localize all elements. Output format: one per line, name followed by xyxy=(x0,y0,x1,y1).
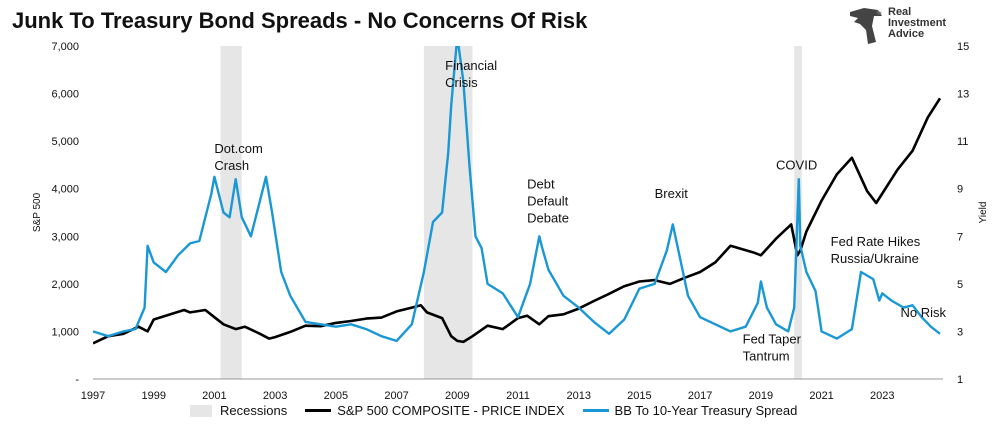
x-tick-label: 2023 xyxy=(870,390,894,402)
annotation-6: Fed Taper Tantrum xyxy=(743,331,802,363)
x-tick-label: 2001 xyxy=(202,390,226,402)
x-tick-label: 2017 xyxy=(688,390,712,402)
y-left-tick-label: 3,000 xyxy=(51,231,79,243)
eagle-icon xyxy=(850,8,882,44)
annotation-3: Brexit xyxy=(655,186,689,201)
y-right-tick-label: 1 xyxy=(957,374,963,386)
y-right-tick-label: 13 xyxy=(957,89,969,101)
annotation-5: Fed Rate Hikes Russia/Ukraine xyxy=(831,234,921,266)
axes: -1,0002,0003,0004,0005,0006,0007,0001357… xyxy=(32,41,989,402)
x-tick-label: 2019 xyxy=(749,390,773,402)
y-right-tick-label: 7 xyxy=(957,231,963,243)
annotation-line: Debate xyxy=(527,211,569,226)
sp500-line xyxy=(93,97,942,345)
logo-line-3: Advice xyxy=(888,28,925,40)
x-tick-label: 2013 xyxy=(566,390,590,402)
legend-item-recessions: Recessions xyxy=(190,403,287,418)
logo-wordmark: Real Investment Advice xyxy=(888,7,946,40)
y-right-tick-label: 11 xyxy=(957,136,968,148)
annotation-7: No Risk xyxy=(901,305,947,320)
y-left-tick-label: - xyxy=(75,374,79,386)
x-tick-label: 2015 xyxy=(627,390,651,402)
annotation-line: Default xyxy=(527,194,569,209)
y-left-tick-label: 1,000 xyxy=(51,326,79,338)
legend-label-recessions: Recessions xyxy=(220,403,288,418)
x-tick-label: 2005 xyxy=(324,390,348,402)
x-tick-label: 2009 xyxy=(445,390,469,402)
legend-swatch-sp500 xyxy=(305,409,332,412)
x-tick-label: 2021 xyxy=(809,390,833,402)
annotation-line: Financial xyxy=(445,58,497,73)
annotation-line: Dot.com xyxy=(214,141,262,156)
x-tick-label: 2011 xyxy=(506,390,530,402)
y-right-tick-label: 3 xyxy=(957,326,963,338)
y-left-axis-title: S&P 500 xyxy=(32,192,43,232)
legend-swatch-recessions xyxy=(190,404,212,417)
annotation-line: COVID xyxy=(776,158,817,173)
logo-line-2: Investment xyxy=(888,17,947,29)
legend-label-spread: BB To 10-Year Treasury Spread xyxy=(614,403,798,418)
recession-bands xyxy=(220,46,802,379)
x-tick-label: 2007 xyxy=(384,390,408,402)
x-tick-label: 1997 xyxy=(81,390,105,402)
y-left-tick-label: 2,000 xyxy=(51,279,79,291)
annotation-2: Debt Default Debate xyxy=(527,177,569,226)
y-left-tick-label: 4,000 xyxy=(51,184,79,196)
logo-line-1: Real xyxy=(888,6,912,18)
legend-label-sp500: S&P 500 COMPOSITE - PRICE INDEX xyxy=(337,403,565,418)
y-left-tick-label: 7,000 xyxy=(51,41,79,53)
annotation-line: Fed Taper xyxy=(743,331,802,346)
annotation-1: Financial Crisis xyxy=(445,58,497,90)
annotation-line: Fed Rate Hikes xyxy=(831,234,921,249)
annotation-0: Dot.com Crash xyxy=(214,141,262,173)
y-right-axis-title: Yield xyxy=(978,202,989,224)
annotation-4: COVID xyxy=(776,158,817,173)
legend-item-sp500: S&P 500 COMPOSITE - PRICE INDEX xyxy=(305,403,565,418)
annotation-line: Crisis xyxy=(445,75,478,90)
y-right-tick-label: 9 xyxy=(957,184,963,196)
y-left-tick-label: 6,000 xyxy=(51,89,79,101)
legend-swatch-spread xyxy=(582,409,609,412)
legend: Recessions S&P 500 COMPOSITE - PRICE IND… xyxy=(190,403,815,418)
y-left-tick-label: 5,000 xyxy=(51,136,79,148)
x-tick-label: 2003 xyxy=(263,390,287,402)
y-right-tick-label: 5 xyxy=(957,279,963,291)
annotation-line: Russia/Ukraine xyxy=(831,251,919,266)
bb-spread-line xyxy=(93,46,941,343)
annotation-line: Brexit xyxy=(655,186,689,201)
annotation-line: Tantrum xyxy=(743,348,790,363)
real-investment-advice-logo: Real Investment Advice xyxy=(846,4,966,48)
annotation-line: No Risk xyxy=(901,305,947,320)
annotation-line: Debt xyxy=(527,177,555,192)
legend-item-spread: BB To 10-Year Treasury Spread xyxy=(582,403,798,418)
x-tick-label: 1999 xyxy=(141,390,165,402)
chart-title: Junk To Treasury Bond Spreads - No Conce… xyxy=(12,8,588,33)
annotation-line: Crash xyxy=(214,158,249,173)
series-lines xyxy=(93,46,942,345)
y-right-tick-label: 15 xyxy=(957,41,969,53)
